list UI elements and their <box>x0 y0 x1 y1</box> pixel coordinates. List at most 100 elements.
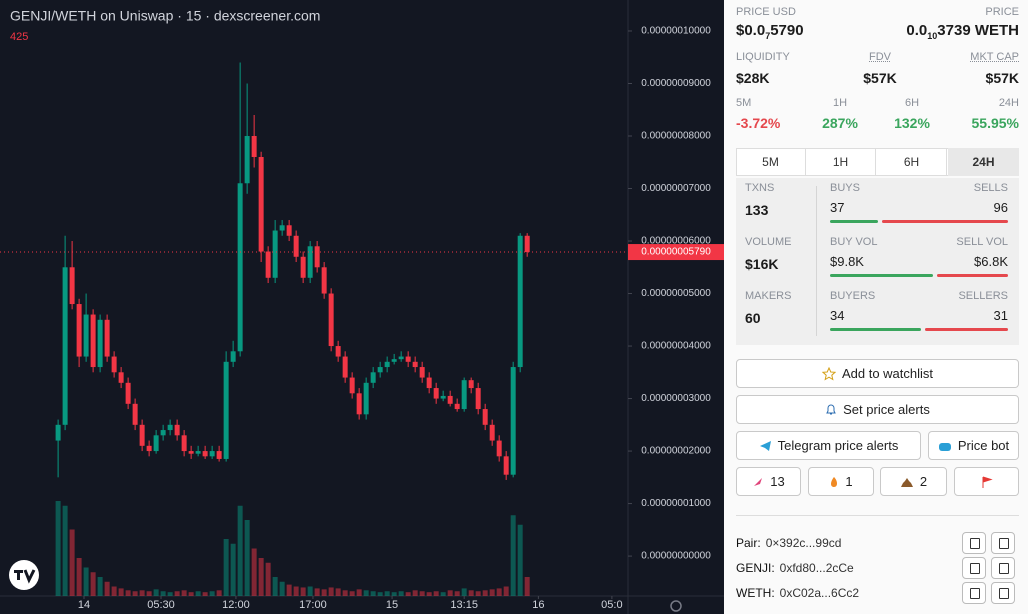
candle-body <box>321 267 327 294</box>
volume-bar <box>195 591 201 596</box>
volume-bar <box>426 592 432 596</box>
y-tick-label: 0.00000000000 <box>641 551 711 562</box>
reaction-button[interactable]: 2 <box>880 467 947 496</box>
tab[interactable]: 6H <box>877 148 947 176</box>
tab[interactable]: 5M <box>736 148 806 176</box>
volume-bar <box>97 577 103 596</box>
stat-value: $9.8K <box>830 254 864 269</box>
label: FDV <box>869 51 891 63</box>
volume-bar <box>293 586 299 596</box>
candle-body <box>83 314 89 357</box>
text: 0.0 <box>906 22 928 39</box>
bot-button[interactable]: Price bot <box>928 431 1019 460</box>
address-label: WETH: <box>736 586 775 600</box>
tv-logo <box>9 560 39 590</box>
label: PRICE USD <box>736 6 796 18</box>
candle-body <box>454 403 460 410</box>
candle-body <box>461 380 467 410</box>
last-price-label: 0.00000005790 <box>641 247 711 258</box>
chart-bg <box>0 0 724 614</box>
volume-bar <box>307 586 313 596</box>
reaction-button[interactable]: 13 <box>736 467 801 496</box>
reaction-button[interactable]: 1 <box>808 467 874 496</box>
volume-bar <box>62 505 68 596</box>
candle-body <box>419 367 425 378</box>
volume-bar <box>328 587 334 596</box>
stat-value: $6.8K <box>974 254 1008 269</box>
y-tick-label: 0.00000008000 <box>641 131 711 142</box>
candle-body <box>489 424 495 441</box>
candle-body <box>223 361 229 459</box>
volume-bar <box>272 577 278 596</box>
value: -3.72% <box>736 115 781 131</box>
x-tick-label: 05:0 <box>601 599 622 611</box>
volume-bar <box>132 591 138 596</box>
candle-body <box>132 403 138 425</box>
volume-bar <box>300 587 306 596</box>
label: 6H <box>904 97 920 109</box>
open-button[interactable] <box>991 532 1015 554</box>
volume-bar <box>468 590 474 596</box>
tab[interactable]: 1H <box>806 148 876 176</box>
candle-body <box>139 424 145 446</box>
telegram-button[interactable]: Telegram price alerts <box>736 431 921 460</box>
copy-button[interactable] <box>962 557 986 579</box>
text: 7 <box>765 31 771 41</box>
stat-label: TXNS <box>745 182 775 194</box>
label: MKT CAP <box>970 51 1019 63</box>
volume-bar <box>314 588 320 596</box>
x-tick-label: 16 <box>532 599 544 611</box>
volume-bar <box>412 590 418 596</box>
stat-label: VOLUME <box>745 236 792 248</box>
y-tick-label: 0.00000003000 <box>641 393 711 404</box>
volume-bar <box>265 562 271 596</box>
y-tick-label: 0.00000005000 <box>641 288 711 299</box>
volume-bar <box>174 591 180 596</box>
value: 287% <box>822 115 858 131</box>
stat-name: BUYERS <box>830 290 876 302</box>
flag-button[interactable] <box>954 467 1019 496</box>
candle-body <box>398 356 404 360</box>
address-label: GENJI: <box>736 561 775 575</box>
icon <box>970 563 980 574</box>
stat-name: SELLERS <box>958 290 1008 302</box>
candle-body <box>202 451 208 457</box>
volume-bar <box>139 590 145 596</box>
y-tick-label: 0.00000009000 <box>641 78 711 89</box>
alerts-button[interactable]: Set price alerts <box>736 395 1019 424</box>
settings-icon[interactable] <box>670 600 682 612</box>
x-tick-label: 05:30 <box>147 599 175 611</box>
volume-bar <box>461 588 467 596</box>
volume-bar <box>489 589 495 596</box>
watchlist-button[interactable]: Add to watchlist <box>736 359 1019 388</box>
candle-body <box>314 246 320 268</box>
candle-body <box>475 388 481 410</box>
candle-body <box>55 424 61 441</box>
label: LIQUIDITY <box>736 51 790 63</box>
value: $57K <box>863 70 897 86</box>
copy-button[interactable] <box>962 532 986 554</box>
volume-bar <box>510 515 516 596</box>
open-button[interactable] <box>991 557 1015 579</box>
candle-body <box>104 319 110 357</box>
volume-bar <box>349 591 355 596</box>
tab-active[interactable]: 24H <box>948 148 1019 176</box>
volume-bar <box>391 592 397 596</box>
text: 5790 <box>770 22 804 39</box>
volume-bar <box>419 591 425 596</box>
candle-body <box>111 356 117 373</box>
volume-bar <box>83 567 89 596</box>
candle-body <box>328 293 334 347</box>
candle-body <box>153 435 159 452</box>
candle-body <box>412 361 418 368</box>
copy-button[interactable] <box>962 582 986 604</box>
open-button[interactable] <box>991 582 1015 604</box>
candle-body <box>286 225 292 236</box>
candle-body <box>433 388 439 399</box>
label: PRICE <box>985 6 1019 18</box>
volume-bar <box>517 524 523 596</box>
candle-body <box>209 451 215 457</box>
candle-body <box>496 440 502 457</box>
x-tick-label: 15 <box>386 599 398 611</box>
candle-body <box>230 351 236 362</box>
